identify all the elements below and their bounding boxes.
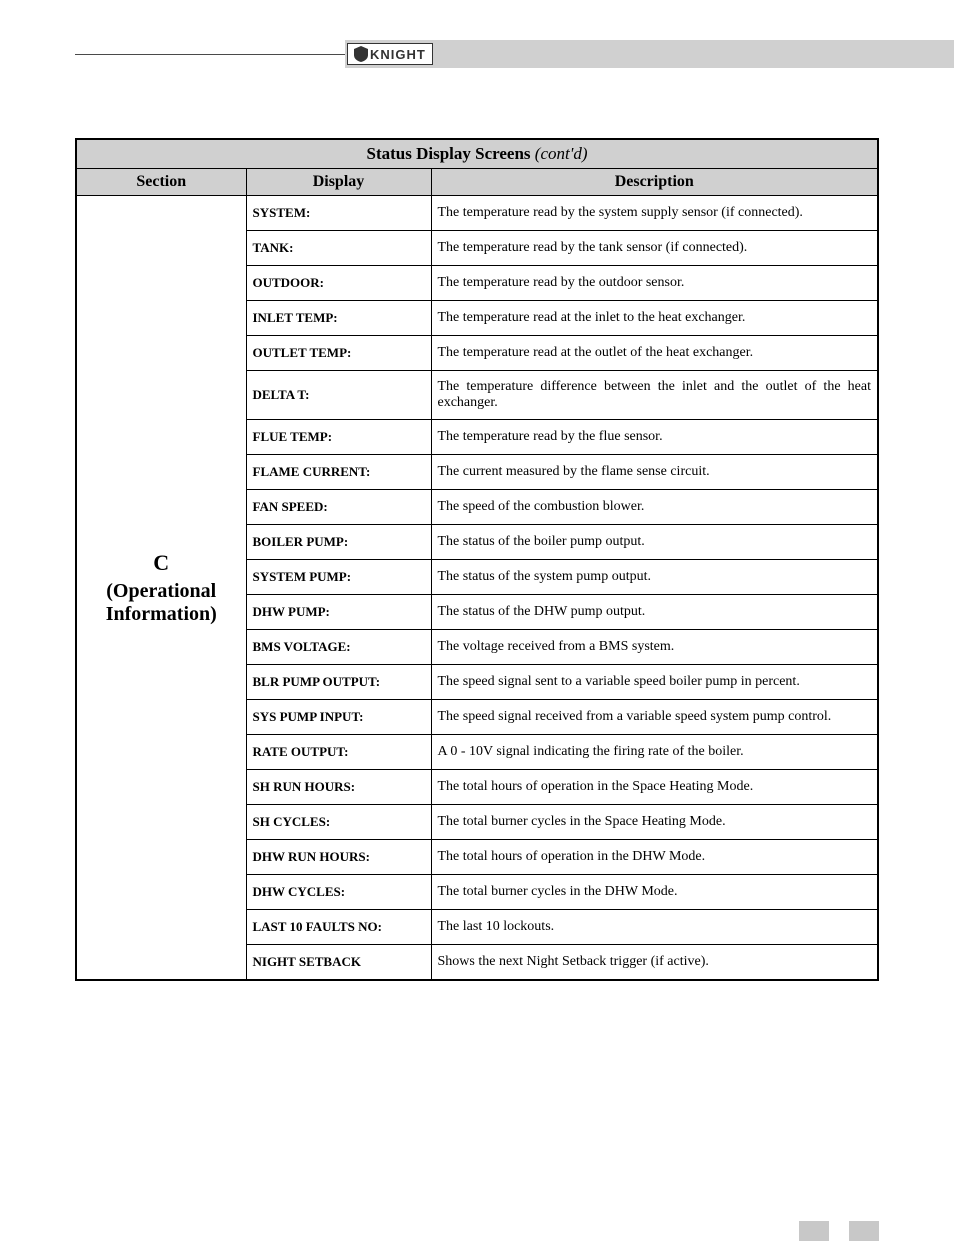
description-cell: The temperature read by the outdoor sens…: [431, 266, 878, 301]
shield-icon: [354, 46, 368, 62]
description-cell: The total burner cycles in the DHW Mode.: [431, 875, 878, 910]
display-cell: BMS VOLTAGE:: [246, 630, 431, 665]
logo-bar: KNIGHT: [345, 40, 954, 68]
display-cell: OUTDOOR:: [246, 266, 431, 301]
display-cell: DELTA T:: [246, 371, 431, 420]
description-cell: The speed of the combustion blower.: [431, 490, 878, 525]
logo-text: KNIGHT: [370, 47, 426, 62]
display-cell: DHW PUMP:: [246, 595, 431, 630]
section-letter: C: [85, 550, 238, 576]
table-title: Status Display Screens: [366, 144, 530, 163]
display-cell: FLUE TEMP:: [246, 420, 431, 455]
table-title-row: Status Display Screens (cont'd): [76, 139, 878, 169]
description-cell: The status of the DHW pump output.: [431, 595, 878, 630]
status-display-table: Status Display Screens (cont'd) Section …: [75, 138, 879, 981]
description-cell: The temperature read by the tank sensor …: [431, 231, 878, 266]
table-row: C(OperationalInformation)SYSTEM:The temp…: [76, 196, 878, 231]
display-cell: OUTLET TEMP:: [246, 336, 431, 371]
display-cell: FLAME CURRENT:: [246, 455, 431, 490]
display-cell: DHW RUN HOURS:: [246, 840, 431, 875]
display-cell: BOILER PUMP:: [246, 525, 431, 560]
table-title-cell: Status Display Screens (cont'd): [76, 139, 878, 169]
description-cell: Shows the next Night Setback trigger (if…: [431, 945, 878, 981]
knight-logo: KNIGHT: [347, 43, 433, 65]
description-cell: The temperature read by the system suppl…: [431, 196, 878, 231]
section-label-line2: Information): [85, 603, 238, 626]
description-cell: The temperature read by the flue sensor.: [431, 420, 878, 455]
display-cell: INLET TEMP:: [246, 301, 431, 336]
description-cell: The status of the boiler pump output.: [431, 525, 878, 560]
header-rule: [75, 54, 345, 55]
section-label-line1: (Operational: [85, 580, 238, 603]
display-cell: SYSTEM:: [246, 196, 431, 231]
page-header: KNIGHT: [0, 40, 954, 68]
description-cell: The speed signal sent to a variable spee…: [431, 665, 878, 700]
col-header-description: Description: [431, 169, 878, 196]
page-footer: [0, 1221, 954, 1241]
display-cell: SYS PUMP INPUT:: [246, 700, 431, 735]
footer-box-2: [849, 1221, 879, 1241]
description-cell: The total hours of operation in the DHW …: [431, 840, 878, 875]
table-body: C(OperationalInformation)SYSTEM:The temp…: [76, 196, 878, 981]
description-cell: The speed signal received from a variabl…: [431, 700, 878, 735]
display-cell: BLR PUMP OUTPUT:: [246, 665, 431, 700]
status-table-container: Status Display Screens (cont'd) Section …: [75, 138, 879, 981]
section-cell: C (OperationalInformation): [76, 196, 246, 981]
col-header-display: Display: [246, 169, 431, 196]
display-cell: NIGHT SETBACK: [246, 945, 431, 981]
description-cell: A 0 - 10V signal indicating the firing r…: [431, 735, 878, 770]
footer-box-1: [799, 1221, 829, 1241]
display-cell: FAN SPEED:: [246, 490, 431, 525]
display-cell: RATE OUTPUT:: [246, 735, 431, 770]
description-cell: The last 10 lockouts.: [431, 910, 878, 945]
description-cell: The total hours of operation in the Spac…: [431, 770, 878, 805]
display-cell: LAST 10 FAULTS NO:: [246, 910, 431, 945]
description-cell: The temperature read at the inlet to the…: [431, 301, 878, 336]
display-cell: SH CYCLES:: [246, 805, 431, 840]
description-cell: The voltage received from a BMS system.: [431, 630, 878, 665]
display-cell: SH RUN HOURS:: [246, 770, 431, 805]
description-cell: The temperature difference between the i…: [431, 371, 878, 420]
table-title-contd: (cont'd): [535, 144, 588, 163]
description-cell: The total burner cycles in the Space Hea…: [431, 805, 878, 840]
display-cell: SYSTEM PUMP:: [246, 560, 431, 595]
description-cell: The temperature read at the outlet of th…: [431, 336, 878, 371]
display-cell: DHW CYCLES:: [246, 875, 431, 910]
description-cell: The status of the system pump output.: [431, 560, 878, 595]
col-header-section: Section: [76, 169, 246, 196]
description-cell: The current measured by the flame sense …: [431, 455, 878, 490]
table-header-row: Section Display Description: [76, 169, 878, 196]
display-cell: TANK:: [246, 231, 431, 266]
